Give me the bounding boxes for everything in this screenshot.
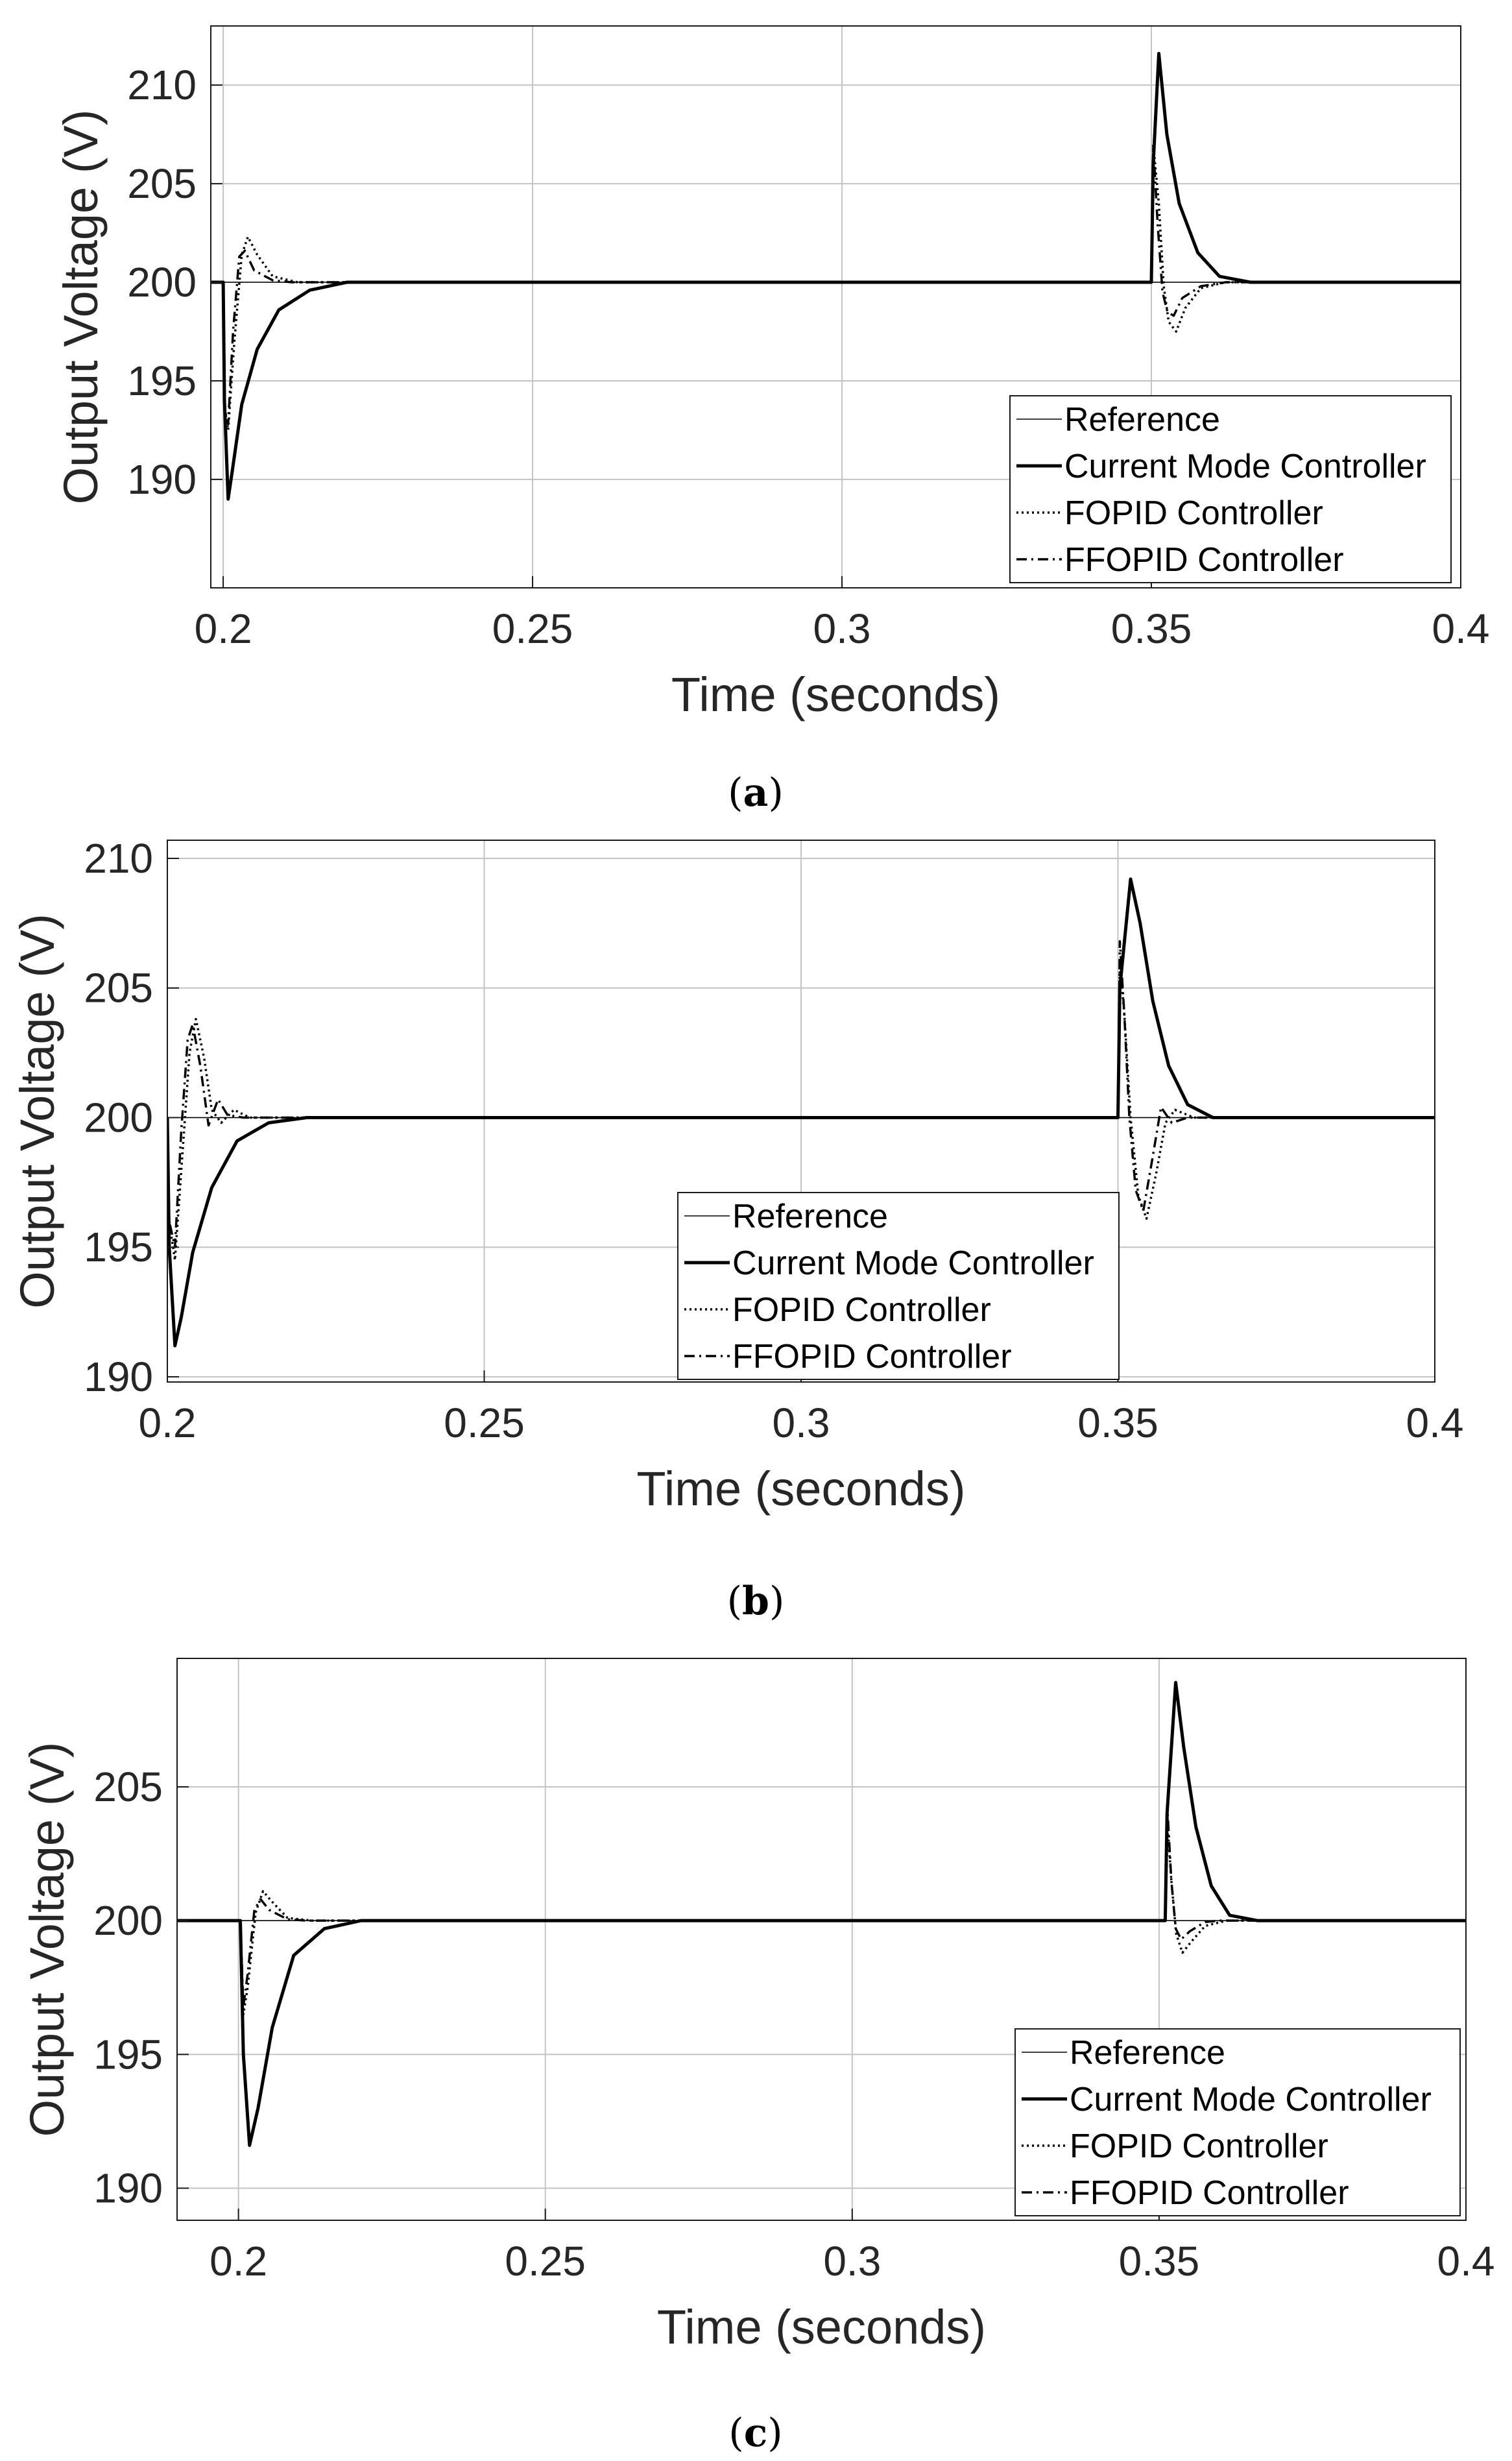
y-tick-label: 190 bbox=[84, 1353, 153, 1400]
chart-a: 0.2 0.25 0.3 0.35 0.4 190 195 200 205 210 Time (se… bbox=[54, 25, 1490, 721]
x-tick-label: 0.35 bbox=[1111, 605, 1192, 652]
legend: Reference Current Mode Controller FOPID Co… bbox=[1014, 2028, 1461, 2216]
y-tick-label: 205 bbox=[93, 1764, 163, 1810]
x-tick-label: 0.2 bbox=[139, 1400, 197, 1446]
y-tick-label: 210 bbox=[84, 835, 153, 882]
x-tick-label: 0.3 bbox=[773, 1400, 830, 1446]
x-tick-label: 0.25 bbox=[444, 1400, 525, 1446]
y-tick-label: 200 bbox=[127, 259, 197, 306]
y-axis-label: Output Voltage (V) bbox=[20, 1742, 74, 2137]
legend-label: FOPID Controller bbox=[1064, 494, 1323, 532]
series-group bbox=[177, 1680, 1466, 2147]
y-tick-label: 190 bbox=[127, 456, 197, 503]
chart-b: 0.2 0.25 0.3 0.35 0.4 190 195 200 205 210 Time (se… bbox=[10, 835, 1463, 1516]
series-group bbox=[167, 877, 1435, 1348]
series-group bbox=[211, 52, 1461, 501]
caption-a: (a) bbox=[728, 770, 784, 816]
legend-label: Reference bbox=[732, 1198, 888, 1235]
series-line-fopid-controller bbox=[211, 143, 1461, 431]
y-tick-label: 200 bbox=[93, 1897, 163, 1944]
legend-label: FOPID Controller bbox=[1070, 2128, 1328, 2165]
legend-label: Reference bbox=[1070, 2034, 1225, 2072]
y-tick-label: 205 bbox=[84, 965, 153, 1012]
x-tick-label: 0.2 bbox=[210, 2238, 267, 2285]
x-tick-label: 0.35 bbox=[1077, 1400, 1158, 1446]
series-line-ffopid-controller bbox=[167, 940, 1435, 1248]
x-tick-label: 0.25 bbox=[505, 2238, 586, 2285]
x-axis-label: Time (seconds) bbox=[671, 668, 1000, 721]
legend-label: Reference bbox=[1064, 401, 1220, 439]
y-tick-label: 200 bbox=[84, 1094, 153, 1141]
legend-box bbox=[1009, 395, 1452, 583]
y-tick-label: 190 bbox=[93, 2165, 163, 2212]
y-tick-label: 205 bbox=[127, 160, 197, 207]
legend-label: Current Mode Controller bbox=[1064, 448, 1426, 485]
series-line-ffopid-controller bbox=[177, 1812, 1466, 2007]
x-tick-label: 0.4 bbox=[1437, 2238, 1495, 2285]
x-tick-label: 0.3 bbox=[823, 2238, 881, 2285]
axes-box bbox=[176, 1658, 1467, 2221]
axes-box bbox=[210, 25, 1461, 588]
legend-label: FFOPID Controller bbox=[1064, 541, 1344, 579]
y-axis-label: Output Voltage (V) bbox=[54, 110, 108, 505]
panels: 0.2 0.25 0.3 0.35 0.4 190 195 200 205 210 Time (se… bbox=[10, 25, 1494, 2354]
x-axis-label: Time (seconds) bbox=[657, 2300, 986, 2354]
legend: Reference Current Mode Controller FOPID Co… bbox=[1009, 395, 1452, 583]
chart-c: 0.2 0.25 0.3 0.35 0.4 190 195 200 205 Time (secon… bbox=[20, 1658, 1494, 2354]
x-axis-label: Time (seconds) bbox=[636, 1462, 965, 1516]
legend-label: Current Mode Controller bbox=[732, 1244, 1094, 1282]
y-tick-label: 195 bbox=[127, 358, 197, 404]
series-line-ffopid-controller bbox=[211, 143, 1461, 426]
x-tick-label: 0.4 bbox=[1432, 605, 1490, 652]
x-tick-label: 0.35 bbox=[1119, 2238, 1200, 2285]
x-tick-label: 0.2 bbox=[195, 605, 252, 652]
legend-box bbox=[677, 1192, 1120, 1380]
legend: Reference Current Mode Controller FOPID Co… bbox=[677, 1192, 1120, 1380]
legend-box bbox=[1014, 2028, 1461, 2216]
y-tick-label: 195 bbox=[93, 2031, 163, 2078]
series-line-current-mode-controller bbox=[211, 52, 1461, 501]
legend-label: FFOPID Controller bbox=[1070, 2174, 1349, 2212]
legend-label: Current Mode Controller bbox=[1070, 2081, 1432, 2118]
caption-c: (c) bbox=[728, 2410, 782, 2456]
y-axis-label: Output Voltage (V) bbox=[10, 914, 64, 1309]
legend-label: FOPID Controller bbox=[732, 1291, 991, 1329]
x-tick-label: 0.25 bbox=[492, 605, 573, 652]
x-tick-label: 0.4 bbox=[1406, 1400, 1464, 1446]
legend-label: FFOPID Controller bbox=[732, 1338, 1012, 1376]
y-tick-label: 195 bbox=[84, 1224, 153, 1270]
y-tick-label: 210 bbox=[127, 62, 197, 108]
caption-b: (b) bbox=[727, 1579, 785, 1624]
x-tick-label: 0.3 bbox=[813, 605, 871, 652]
